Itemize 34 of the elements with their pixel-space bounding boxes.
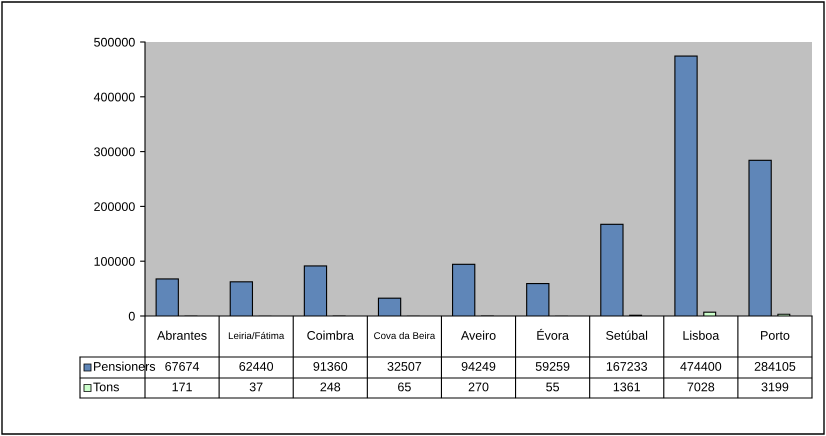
x-tick-label: Lisboa — [683, 330, 720, 340]
x-tick-label: Coimbra — [307, 330, 354, 340]
legend-label: Tons — [93, 382, 119, 392]
data-label: 59259 — [536, 362, 570, 371]
data-label: 55 — [546, 382, 560, 392]
x-tick-label: Aveiro — [460, 330, 496, 340]
y-tick-label: 100000 — [94, 257, 135, 266]
y-tick-label: 200000 — [94, 202, 135, 212]
y-tick-label: 400000 — [94, 92, 135, 102]
data-label: 171 — [172, 382, 192, 392]
y-tick-label: 0 — [128, 312, 135, 321]
data-label: 248 — [320, 382, 340, 392]
data-label: 37 — [250, 382, 262, 392]
x-tick-label: Setúbal — [606, 330, 648, 340]
data-label: 474400 — [680, 362, 722, 371]
y-tick-label: 500000 — [94, 38, 135, 47]
data-label: 284105 — [754, 362, 796, 371]
data-label: 67674 — [165, 362, 200, 371]
x-tick-label: Leiria/Fátima — [228, 332, 284, 340]
x-tick-label: Porto — [761, 331, 790, 340]
x-tick-label: Cova da Beira — [374, 332, 436, 340]
data-label: 7028 — [688, 382, 714, 392]
data-label: 1361 — [614, 382, 640, 392]
data-label: 32507 — [387, 362, 422, 371]
data-label: 3199 — [762, 382, 788, 392]
data-label: 91360 — [313, 362, 348, 371]
data-label: 65 — [398, 382, 411, 392]
y-tick-label: 300000 — [94, 147, 135, 156]
data-label: 62440 — [239, 362, 274, 371]
x-tick-label: Évora — [537, 328, 569, 340]
data-label: 94249 — [462, 362, 496, 371]
data-label: 270 — [468, 382, 488, 392]
data-label: 167233 — [606, 362, 648, 371]
x-tick-label: Abrantes — [157, 330, 207, 340]
